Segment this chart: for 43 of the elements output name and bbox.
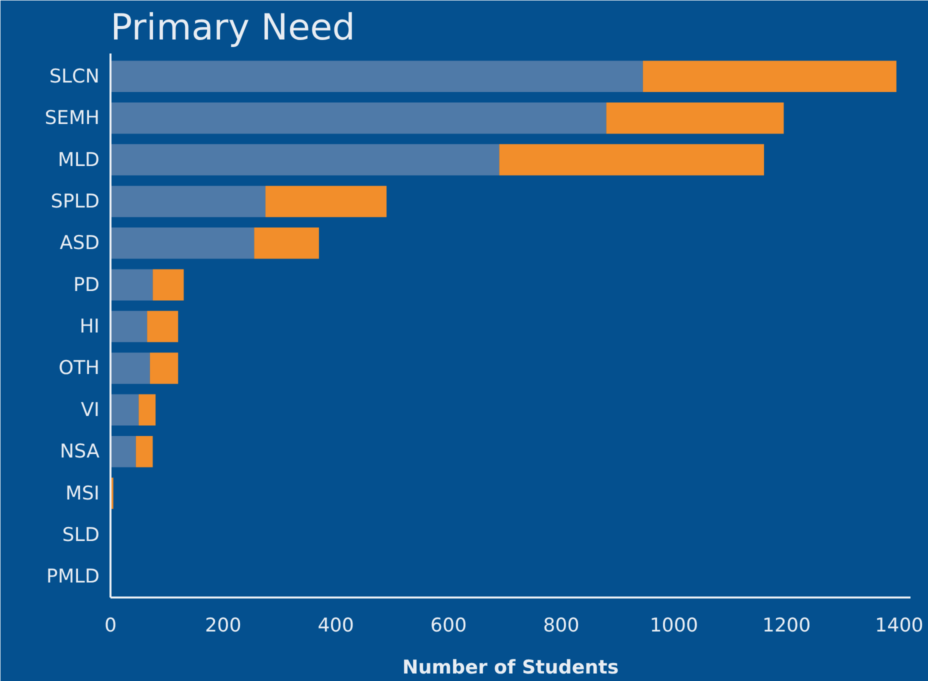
y-tick-label: HI [80,316,100,338]
y-tick-label: MSI [65,482,100,504]
bar [110,186,266,218]
y-tick-label: SEMH [44,107,100,130]
bar [110,436,136,468]
bar [138,394,156,426]
y-tick-label: SLCN [49,65,100,88]
x-tick-label: 1200 [762,614,811,636]
bar [606,102,784,134]
bar [642,60,896,92]
y-tick-label: VI [80,398,100,421]
bar [110,394,139,426]
y-tick-label: MLD [58,148,100,171]
bar [147,310,178,342]
bar [110,228,254,259]
y-tick-label: NSA [60,440,100,463]
x-tick-label: 600 [430,614,467,636]
bar [110,269,153,300]
bar [110,310,148,342]
y-tick-label: OTH [58,357,100,380]
bar [152,269,184,300]
bar [136,436,153,468]
bar [110,352,150,384]
x-tick-label: 800 [543,614,580,636]
x-axis-title: Number of Students [402,656,619,678]
bar [110,60,643,92]
bar [499,144,764,176]
chart-title: Primary Need [110,8,356,48]
y-tick-label: SPLD [50,190,100,212]
bar [110,102,606,134]
y-tick-label: PD [73,274,100,296]
bar [110,144,500,176]
x-tick-label: 200 [205,614,242,636]
x-tick-label: 0 [104,614,117,636]
x-tick-label: 400 [318,614,354,636]
bar [254,228,319,259]
y-tick-label: PMLD [46,566,100,588]
y-tick-label: SLD [62,524,100,546]
x-tick-label: 1400 [875,614,924,636]
bar [265,186,387,218]
y-tick-label: ASD [60,232,100,254]
bar [150,352,178,384]
x-tick-label: 1000 [650,614,698,636]
